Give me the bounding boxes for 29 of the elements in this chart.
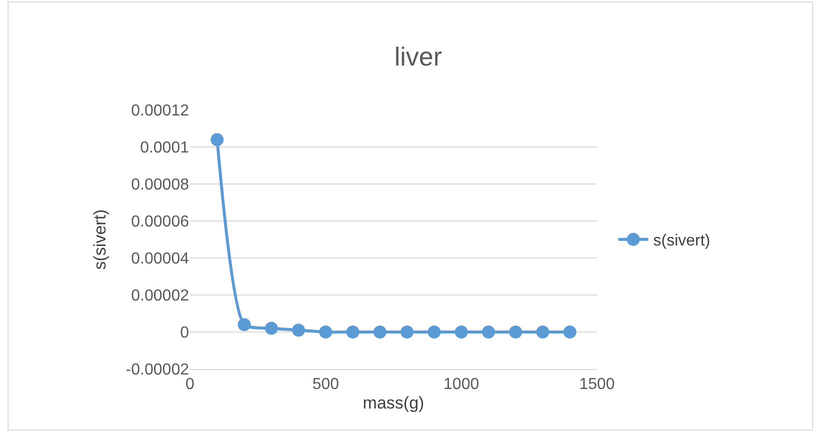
point: [264, 322, 278, 335]
point: [346, 326, 360, 338]
point: [428, 326, 441, 338]
chart-title: liver: [394, 42, 442, 72]
point: [319, 326, 332, 338]
point: [292, 324, 306, 337]
legend-label: s(sivert): [653, 232, 710, 250]
x-tick-label: 500: [312, 376, 340, 394]
y-tick-label: 0.00012: [131, 102, 190, 120]
y-tick-label: 0.00008: [131, 176, 190, 194]
x-axis-title: mass(g): [362, 394, 424, 413]
point: [536, 326, 550, 338]
y-axis-title: s(sivert): [90, 209, 110, 270]
y-tick-label: -0.00002: [126, 362, 190, 379]
point: [238, 318, 251, 332]
point: [563, 326, 576, 338]
y-tick-label: 0.00004: [131, 250, 190, 268]
point: [373, 326, 386, 338]
y-tick-label: 0: [180, 324, 190, 342]
point: [509, 326, 522, 338]
point: [454, 326, 468, 338]
y-tick-label: 0.00006: [131, 214, 190, 231]
point: [210, 133, 224, 146]
x-tick-label: 1500: [579, 376, 615, 394]
x-tick-label: 1000: [444, 376, 480, 394]
point: [482, 326, 495, 338]
y-tick-label: 0.00002: [131, 288, 190, 305]
y-tick-label: 0.0001: [140, 140, 190, 157]
point: [400, 326, 414, 338]
